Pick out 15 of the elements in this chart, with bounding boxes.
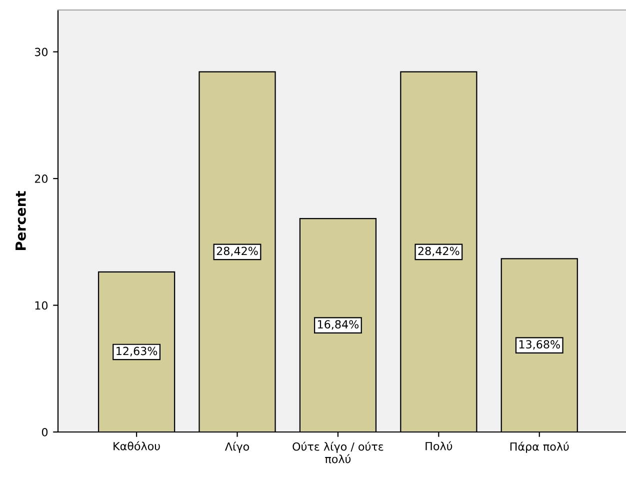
- data-label: 13,68%: [519, 340, 560, 350]
- data-label: 12,63%: [116, 346, 158, 356]
- y-tick-label: 10: [35, 301, 48, 310]
- y-axis-title: Percent: [16, 191, 26, 250]
- x-tick-label: Λίγο: [224, 442, 250, 453]
- y-tick-label: 30: [34, 48, 48, 56]
- y-tick-label: 0: [42, 428, 48, 436]
- data-label: 28,42%: [418, 246, 460, 256]
- x-tick-label: Ούτε λίγο / ούτε πολύ: [292, 442, 384, 464]
- x-tick-label: Πολύ: [426, 441, 452, 450]
- data-label: 28,42%: [216, 246, 258, 256]
- x-tick-label: Πάρα πολύ: [510, 442, 569, 453]
- x-tick-label: Καθόλου: [114, 441, 160, 450]
- y-tick-label: 20: [34, 174, 48, 183]
- data-label: 16,84%: [318, 320, 359, 330]
